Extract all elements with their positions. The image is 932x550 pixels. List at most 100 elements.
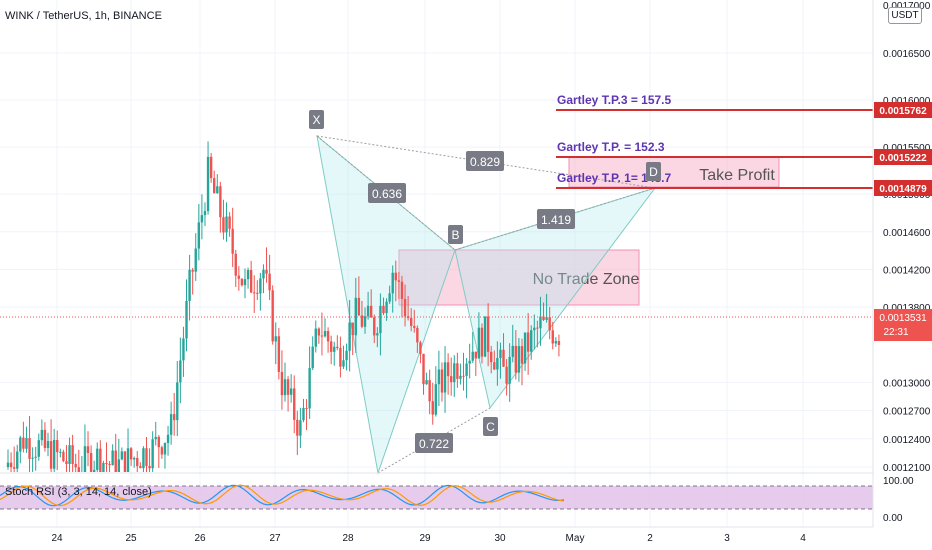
svg-text:1.419: 1.419	[541, 213, 571, 227]
candle-body	[25, 438, 28, 449]
price-tick-label: 0.0015500	[883, 143, 931, 154]
candle-body	[31, 457, 34, 459]
candle-body	[203, 211, 207, 216]
candle-body	[145, 448, 148, 467]
target-label-2: Gartley T.P. = 152.3	[557, 140, 665, 154]
candle-body	[477, 327, 481, 359]
time-tick-label: 24	[51, 533, 63, 544]
point-x-badge: X	[309, 110, 324, 129]
price-tick-label: 0.0012400	[883, 435, 931, 446]
candle-body	[68, 445, 71, 465]
candle-body	[536, 327, 539, 329]
candle-body	[526, 332, 530, 352]
candle-body	[354, 297, 357, 336]
candle-body	[108, 463, 111, 466]
candle-body	[256, 292, 259, 294]
ratio-0636: 0.636	[368, 183, 406, 203]
ratio-0829: 0.829	[466, 151, 504, 171]
candle-body	[413, 326, 416, 328]
candle-body	[339, 348, 342, 367]
candle-body	[326, 330, 330, 342]
point-b-badge: B	[448, 225, 463, 244]
time-tick-label: 30	[494, 533, 506, 544]
candle-body	[200, 215, 204, 223]
candle-body	[77, 467, 80, 472]
candle-body	[126, 448, 130, 472]
candle-body	[283, 379, 287, 396]
candle-body	[142, 448, 145, 469]
candle-body	[351, 322, 354, 336]
candle-body	[185, 300, 188, 339]
candle-body	[299, 420, 302, 436]
candle-body	[397, 280, 401, 282]
candle-body	[465, 363, 468, 376]
candle-body	[65, 461, 68, 465]
stoch-tick-100: 100.00	[883, 476, 914, 487]
price-axis[interactable]	[873, 0, 932, 527]
candle-body	[517, 346, 521, 373]
candle-body	[213, 178, 216, 194]
candle-body	[157, 436, 161, 448]
candles	[6, 141, 561, 472]
candle-body	[317, 328, 321, 336]
candle-body	[102, 462, 105, 472]
candle-body	[443, 362, 447, 393]
candle-body	[117, 459, 120, 472]
candle-body	[333, 346, 336, 352]
candle-body	[366, 305, 370, 317]
candle-body	[22, 437, 25, 449]
candle-body	[400, 281, 404, 299]
candle-body	[43, 429, 47, 448]
stoch-d-line	[0, 484, 565, 507]
candle-body	[320, 335, 324, 337]
candle-body	[83, 446, 87, 472]
candle-body	[459, 375, 462, 379]
candle-body	[246, 270, 250, 280]
candle-body	[342, 360, 345, 367]
candle-body	[323, 330, 327, 337]
candle-body	[305, 407, 308, 409]
currency-badge[interactable]: USDT	[888, 7, 922, 24]
candle-body	[523, 332, 527, 364]
candle-body	[16, 451, 19, 469]
candle-body	[28, 438, 31, 459]
candle-body	[182, 338, 185, 361]
candle-body	[391, 272, 394, 294]
candle-body	[114, 450, 117, 472]
candle-body	[74, 464, 77, 468]
candle-body	[394, 272, 397, 281]
time-tick-label: 4	[800, 533, 806, 544]
candle-body	[271, 290, 274, 342]
candle-body	[440, 369, 444, 393]
candle-body	[289, 388, 293, 395]
candle-body	[253, 292, 256, 294]
price-tick-label: 0.0016500	[883, 49, 931, 60]
price-tick-label: 0.0013000	[883, 378, 931, 389]
time-axis[interactable]	[0, 527, 873, 550]
target-label-3: Gartley T.P.3 = 157.5	[557, 93, 672, 107]
candle-body	[166, 434, 170, 444]
candle-body	[37, 440, 40, 457]
candle-body	[422, 353, 425, 385]
price-tick-label-top: 0.0017000	[883, 1, 931, 12]
candle-body	[280, 371, 284, 396]
time-tick-label: 27	[269, 533, 281, 544]
svg-text:0.829: 0.829	[470, 155, 500, 169]
time-tick-label: 3	[724, 533, 730, 544]
svg-text:0.636: 0.636	[372, 187, 402, 201]
candle-body	[551, 330, 554, 344]
ratio-1419: 1.419	[537, 209, 575, 229]
candle-body	[105, 462, 108, 464]
candle-body	[259, 278, 262, 294]
price-tag-3: 0.0015762	[874, 102, 932, 118]
candle-body	[111, 450, 114, 466]
last-price-tag: 0.0013531 22:31	[874, 309, 932, 341]
svg-text:22:31: 22:31	[883, 327, 908, 338]
candle-body	[514, 345, 518, 373]
candle-body	[496, 357, 499, 370]
time-tick-label: May	[566, 533, 585, 544]
candle-body	[9, 462, 13, 468]
candle-body	[502, 349, 505, 367]
point-d-badge: D	[646, 162, 661, 181]
